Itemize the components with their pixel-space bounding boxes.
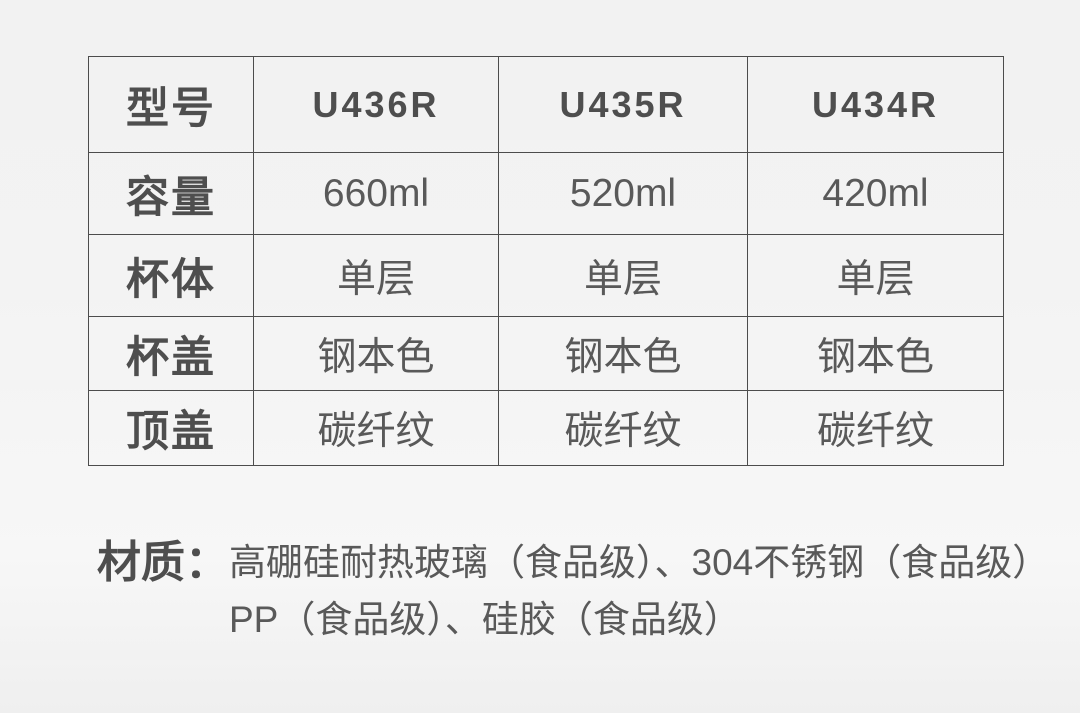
row-label-topcover: 顶盖	[88, 390, 254, 466]
model-cell: U436R	[253, 56, 499, 153]
material-text: 高硼硅耐热玻璃（食品级）、304不锈钢（食品级） PP（食品级）、硅胶（食品级）	[229, 534, 1049, 648]
topcover-cell: 碳纤纹	[747, 390, 1004, 466]
capacity-cell: 420ml	[747, 152, 1004, 235]
table-row-topcover: 顶盖 碳纤纹 碳纤纹 碳纤纹	[88, 390, 1004, 466]
row-label-model: 型号	[88, 56, 254, 153]
table-row-body: 杯体 单层 单层 单层	[88, 234, 1004, 317]
material-line-1: 高硼硅耐热玻璃（食品级）、304不锈钢（食品级）	[229, 542, 1050, 583]
material-line-2: PP（食品级）、硅胶（食品级）	[229, 599, 741, 640]
capacity-cell: 520ml	[498, 152, 748, 235]
body-cell: 单层	[253, 234, 499, 317]
capacity-cell: 660ml	[253, 152, 499, 235]
model-cell: U435R	[498, 56, 748, 153]
table-row-model: 型号 U436R U435R U434R	[88, 56, 1004, 153]
row-label-lid: 杯盖	[88, 316, 254, 391]
table-row-capacity: 容量 660ml 520ml 420ml	[88, 152, 1004, 235]
body-cell: 单层	[498, 234, 748, 317]
topcover-cell: 碳纤纹	[253, 390, 499, 466]
topcover-cell: 碳纤纹	[498, 390, 748, 466]
spec-table: 型号 U436R U435R U434R 容量 660ml 520ml 420m…	[88, 56, 1004, 466]
lid-cell: 钢本色	[747, 316, 1004, 391]
table-row-lid: 杯盖 钢本色 钢本色 钢本色	[88, 316, 1004, 391]
body-cell: 单层	[747, 234, 1004, 317]
row-label-body: 杯体	[88, 234, 254, 317]
material-label: 材质：	[97, 538, 229, 587]
material-section: 材质： 高硼硅耐热玻璃（食品级）、304不锈钢（食品级） PP（食品级）、硅胶（…	[97, 534, 1049, 648]
row-label-capacity: 容量	[88, 152, 254, 235]
lid-cell: 钢本色	[498, 316, 748, 391]
model-cell: U434R	[747, 56, 1004, 153]
lid-cell: 钢本色	[253, 316, 499, 391]
